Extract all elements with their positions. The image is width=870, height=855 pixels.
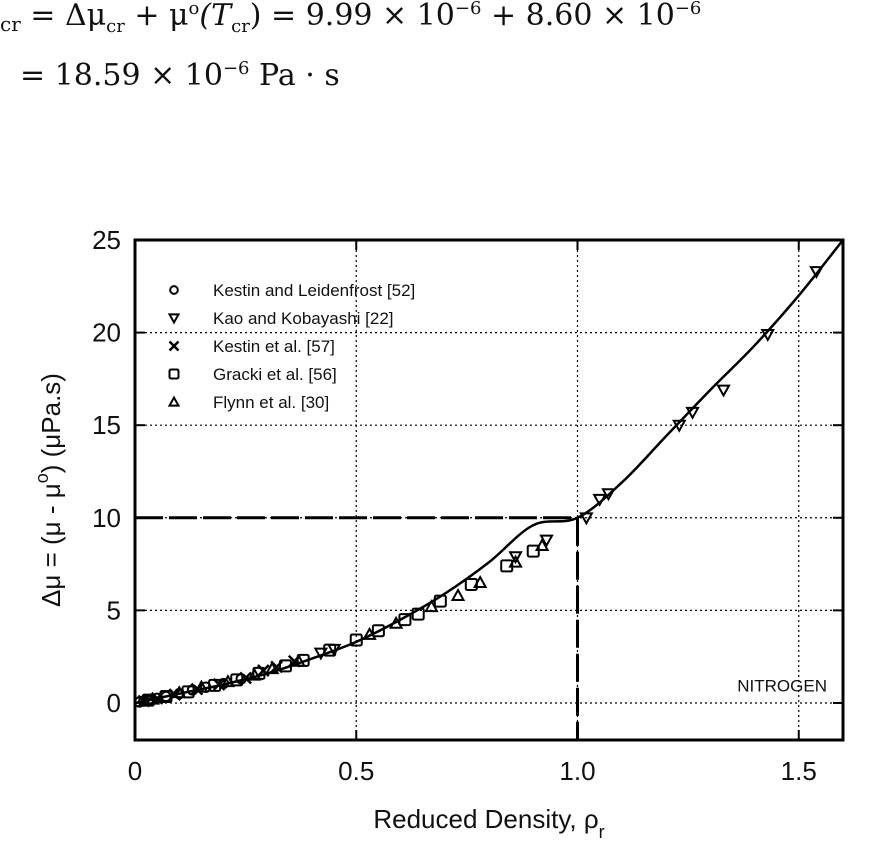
data-point-triangle-up — [508, 554, 523, 568]
y-tick-label: 0 — [107, 688, 121, 718]
legend-marker-triangle-down — [167, 313, 181, 325]
x-axis-label-main: Reduced Density, ρ — [373, 804, 598, 834]
data-point-triangle-up — [388, 615, 404, 629]
x-tick-label: 0 — [128, 756, 142, 786]
data-point-triangle-down — [508, 551, 523, 565]
data-point-triangle-up — [450, 587, 466, 601]
legend-label: Gracki et al. [56] — [213, 365, 337, 384]
data-point-triangle-up — [172, 685, 187, 699]
critical-guides — [135, 516, 579, 740]
data-point-square — [398, 613, 412, 627]
data-points — [133, 266, 824, 708]
legend-marker-x — [168, 340, 180, 352]
legend-marker-circle — [169, 285, 179, 295]
eq1-exp1: −6 — [454, 0, 482, 19]
data-point-triangle-up — [534, 537, 550, 551]
data-point-square — [208, 678, 222, 692]
y-axis-label-main: Δμ = (μ - μ — [36, 483, 66, 607]
tick-labels: 0 0.5 1.0 1.5 0 5 10 15 20 25 — [92, 225, 817, 786]
x-axis-label: Reduced Density, ρr — [373, 804, 604, 842]
legend-marker-square — [168, 368, 180, 380]
data-point-triangle-down — [672, 419, 687, 433]
x-tick-label: 1.5 — [781, 756, 817, 786]
data-point-triangle-up — [220, 674, 236, 688]
data-point-triangle-up — [264, 661, 280, 675]
data-point-triangle-up — [362, 626, 377, 640]
legend-label: Kestin and Leidenfrost [52] — [213, 281, 415, 300]
data-point-square — [323, 643, 337, 657]
data-point-triangle-down — [809, 266, 824, 280]
data-point-triangle-down — [579, 512, 594, 526]
data-point-triangle-down — [601, 488, 616, 502]
y-tick-label: 20 — [92, 318, 121, 348]
eq1-plus-mu: + μ — [124, 0, 189, 33]
data-point-square — [349, 633, 363, 647]
data-point-square — [411, 607, 425, 621]
data-point-triangle-down — [592, 493, 607, 507]
axis-ticks — [134, 239, 843, 740]
data-point-triangle-up — [472, 575, 488, 588]
x-tick-label: 1.0 — [559, 756, 595, 786]
legend: Kestin and Leidenfrost [52] Kao and Kobay… — [167, 281, 415, 412]
data-point-square — [230, 673, 244, 687]
annotation-nitrogen: NITROGEN — [737, 677, 827, 696]
data-point-triangle-down — [539, 534, 554, 548]
data-point-square — [141, 693, 155, 707]
eq1-T: (T — [199, 0, 232, 33]
data-point-triangle-up — [247, 667, 262, 681]
plot-frame — [133, 238, 845, 742]
y-axis-label-tail: ) (μPa.s) — [36, 373, 66, 473]
data-point-triangle-up — [424, 599, 439, 613]
legend-label: Kestin et al. [57] — [213, 337, 335, 356]
y-tick-label: 10 — [92, 503, 121, 533]
x-axis-label-sub: r — [599, 822, 605, 842]
legend-marker-triangle-up — [167, 395, 181, 407]
equation-line-2: = 18.59 × 10−6 Pa · s — [20, 58, 340, 93]
y-axis-label: Δμ = (μ - μo) (μPa.s) — [32, 373, 66, 607]
legend-label: Flynn et al. [30] — [213, 393, 329, 412]
eq2-exp: −6 — [222, 58, 250, 79]
data-point-triangle-up — [194, 679, 209, 693]
eq1-rest: ) = 9.99 × 10 — [249, 0, 455, 33]
data-point-triangle-down — [685, 406, 700, 420]
data-point-square — [371, 624, 385, 638]
y-tick-label: 15 — [92, 410, 121, 440]
eq1-o: o — [188, 0, 200, 19]
data-point-triangle-down — [760, 329, 775, 343]
data-point-square — [433, 594, 447, 608]
data-point-triangle-up — [145, 691, 160, 705]
eq2-unit: Pa · s — [249, 58, 340, 93]
y-tick-label: 5 — [107, 595, 121, 625]
eq1-mid: = Δμ — [20, 0, 107, 33]
eq1-sub2: cr — [231, 16, 250, 37]
eq1-rest2: + 8.60 × 10 — [481, 0, 675, 33]
eq1-exp2: −6 — [674, 0, 702, 19]
data-point-triangle-up — [291, 653, 306, 667]
y-tick-label: 25 — [92, 225, 121, 255]
y-axis-label-sup: o — [32, 473, 52, 483]
eq2-a: = 18.59 × 10 — [20, 58, 223, 93]
data-point-square — [159, 689, 173, 703]
eq1-sub1: cr — [106, 16, 125, 37]
legend-label: Kao and Kobayashi [22] — [213, 309, 394, 328]
data-point-square — [278, 659, 292, 673]
data-point-triangle-down — [716, 384, 731, 398]
x-tick-label: 0.5 — [338, 756, 374, 786]
equation-line-1: cr = Δμcr + μo(Tcr) = 9.99 × 10−6 + 8.60… — [0, 0, 701, 37]
data-point-square — [526, 544, 540, 558]
eq1-prefix: cr — [0, 12, 21, 36]
